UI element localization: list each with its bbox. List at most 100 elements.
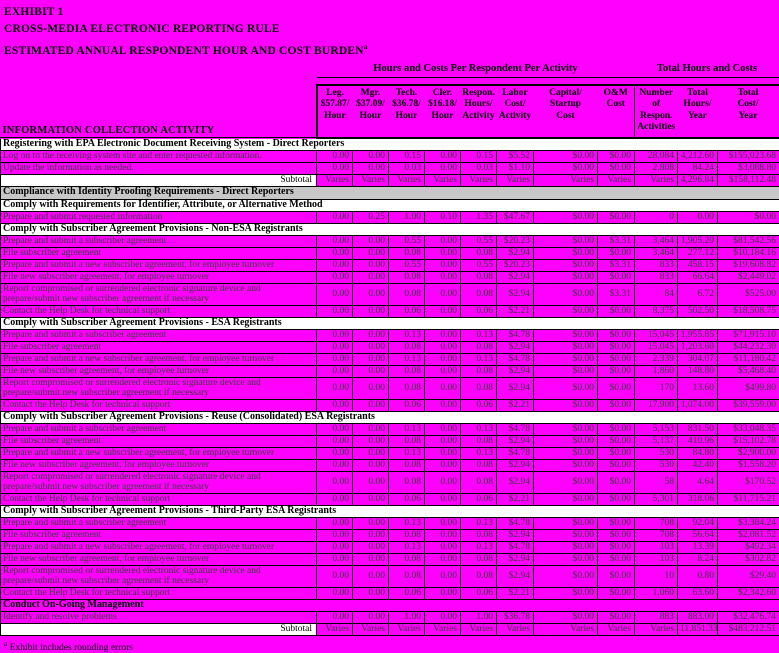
value-cell-total-cost-year: $499.80 bbox=[718, 377, 779, 399]
value-cell-capital-startup-cost: $0.00 bbox=[534, 565, 598, 587]
section-header-row: Registering with EPA Electronic Document… bbox=[1, 138, 779, 151]
value-cell-respon-hours: 0.08 bbox=[461, 247, 497, 259]
value-cell-total-cost-year: $33,048.35 bbox=[718, 423, 779, 435]
value-cell-labor-cost: $4.78 bbox=[497, 541, 534, 553]
table-row: File new subscriber agreement, for emplo… bbox=[1, 553, 779, 565]
value-cell-om-cost: $0.00 bbox=[598, 211, 635, 223]
value-cell-total-hours-year: 63.60 bbox=[678, 587, 718, 599]
activity-label-cell: Identify and resolve problems bbox=[1, 611, 317, 623]
value-cell-leg-rate: 0.00 bbox=[317, 447, 353, 459]
value-cell-respon-hours: 0.08 bbox=[461, 365, 497, 377]
value-cell-total-hours-year: 56.64 bbox=[678, 529, 718, 541]
table-row: Report compromised or surrendered electr… bbox=[1, 471, 779, 493]
value-cell-number-of-activities: 84 bbox=[635, 283, 678, 305]
value-cell-capital-startup-cost: $0.00 bbox=[534, 517, 598, 529]
activity-label-cell: Prepare and submit a new subscriber agre… bbox=[1, 259, 317, 271]
value-cell-leg-rate: 0.00 bbox=[317, 283, 353, 305]
value-cell-respon-hours: 0.08 bbox=[461, 565, 497, 587]
value-cell-labor-cost: $2.21 bbox=[497, 305, 534, 317]
value-cell-capital-startup-cost: $0.00 bbox=[534, 353, 598, 365]
exhibit-subtitle-text: ESTIMATED ANNUAL RESPONDENT HOUR AND COS… bbox=[4, 45, 364, 57]
value-cell-mgr-rate: 0.00 bbox=[353, 459, 389, 471]
value-cell-tech-rate: 0.15 bbox=[389, 150, 425, 162]
value-cell-total-cost-year: $2,081.52 bbox=[718, 529, 779, 541]
value-cell-number-of-activities: Varies bbox=[635, 623, 678, 635]
value-cell-leg-rate: 0.00 bbox=[317, 541, 353, 553]
value-cell-leg-rate: 0.00 bbox=[317, 271, 353, 283]
value-cell-respon-hours: 0.08 bbox=[461, 471, 497, 493]
table-row: Prepare and submit a new subscriber agre… bbox=[1, 353, 779, 365]
value-cell-om-cost: $0.00 bbox=[598, 399, 635, 411]
footnote-text: Exhibit includes rounding errors bbox=[10, 643, 133, 653]
value-cell-number-of-activities: Varies bbox=[635, 174, 678, 186]
value-cell-total-cost-year: $1,558.20 bbox=[718, 459, 779, 471]
value-cell-mgr-rate: 0.00 bbox=[353, 247, 389, 259]
value-cell-cler-rate: 0.00 bbox=[425, 271, 461, 283]
burden-table: Hours and Costs Per Respondent Per Activ… bbox=[0, 63, 779, 636]
group-header-per-activity: Hours and Costs Per Respondent Per Activ… bbox=[317, 63, 635, 78]
value-cell-number-of-activities: 5,301 bbox=[635, 493, 678, 505]
footnote-marker: a bbox=[4, 639, 7, 648]
value-cell-number-of-activities: 530 bbox=[635, 447, 678, 459]
value-cell-respon-hours: 0.08 bbox=[461, 341, 497, 353]
value-cell-number-of-activities: 8,375 bbox=[635, 305, 678, 317]
section-header-row: Comply with Requirements for Identifier,… bbox=[1, 199, 779, 211]
value-cell-cler-rate: Varies bbox=[425, 623, 461, 635]
value-cell-total-hours-year: 148.80 bbox=[678, 365, 718, 377]
value-cell-leg-rate: Varies bbox=[317, 174, 353, 186]
activity-label-cell: File subscriber agreement bbox=[1, 247, 317, 259]
value-cell-number-of-activities: 17,900 bbox=[635, 399, 678, 411]
activity-label-cell: File new subscriber agreement, for emplo… bbox=[1, 271, 317, 283]
value-cell-leg-rate: 0.00 bbox=[317, 259, 353, 271]
value-cell-total-cost-year: $29.40 bbox=[718, 565, 779, 587]
value-cell-respon-hours: 0.13 bbox=[461, 447, 497, 459]
section-header-row: Comply with Subscriber Agreement Provisi… bbox=[1, 505, 779, 517]
exhibit-title-block: EXHIBIT 1 CROSS-MEDIA ELECTRONIC REPORTI… bbox=[0, 0, 779, 62]
group-header-row: Hours and Costs Per Respondent Per Activ… bbox=[1, 63, 779, 78]
activity-label-cell: Prepare and submit a subscriber agreemen… bbox=[1, 329, 317, 341]
value-cell-labor-cost: $2.94 bbox=[497, 377, 534, 399]
value-cell-number-of-activities: 58 bbox=[635, 471, 678, 493]
value-cell-om-cost: $3.31 bbox=[598, 235, 635, 247]
value-cell-capital-startup-cost: $0.00 bbox=[534, 259, 598, 271]
value-cell-om-cost: $0.00 bbox=[598, 341, 635, 353]
value-cell-labor-cost: $2.94 bbox=[497, 565, 534, 587]
value-cell-mgr-rate: 0.00 bbox=[353, 365, 389, 377]
value-cell-mgr-rate: 0.00 bbox=[353, 447, 389, 459]
value-cell-capital-startup-cost: $0.00 bbox=[534, 211, 598, 223]
activity-label-cell: Prepare and submit a new subscriber agre… bbox=[1, 353, 317, 365]
value-cell-total-cost-year: $155,023.68 bbox=[718, 150, 779, 162]
value-cell-number-of-activities: 15,045 bbox=[635, 329, 678, 341]
value-cell-tech-rate: 0.13 bbox=[389, 541, 425, 553]
value-cell-capital-startup-cost: $0.00 bbox=[534, 423, 598, 435]
value-cell-respon-hours: 1.00 bbox=[461, 611, 497, 623]
value-cell-total-hours-year: 883.00 bbox=[678, 611, 718, 623]
value-cell-cler-rate: 0.00 bbox=[425, 517, 461, 529]
value-cell-number-of-activities: 708 bbox=[635, 529, 678, 541]
value-cell-om-cost: $0.00 bbox=[598, 435, 635, 447]
value-cell-labor-cost: $2.21 bbox=[497, 493, 534, 505]
value-cell-total-cost-year: $81,542.56 bbox=[718, 235, 779, 247]
value-cell-number-of-activities: 3,464 bbox=[635, 247, 678, 259]
value-cell-leg-rate: 0.00 bbox=[317, 435, 353, 447]
value-cell-om-cost: $0.00 bbox=[598, 447, 635, 459]
value-cell-labor-cost: $36.78 bbox=[497, 611, 534, 623]
value-cell-labor-cost: $2.94 bbox=[497, 271, 534, 283]
value-cell-om-cost: $0.00 bbox=[598, 471, 635, 493]
table-row: Prepare and submit a new subscriber agre… bbox=[1, 541, 779, 553]
value-cell-labor-cost: $1.10 bbox=[497, 162, 534, 174]
value-cell-total-hours-year: 1,203.60 bbox=[678, 341, 718, 353]
activity-label-cell: File new subscriber agreement, for emplo… bbox=[1, 459, 317, 471]
value-cell-leg-rate: 0.00 bbox=[317, 459, 353, 471]
value-cell-total-cost-year: $18,508.75 bbox=[718, 305, 779, 317]
value-cell-number-of-activities: 883 bbox=[635, 611, 678, 623]
table-row: Prepare and submit a subscriber agreemen… bbox=[1, 329, 779, 341]
value-cell-labor-cost: $4.78 bbox=[497, 353, 534, 365]
value-cell-leg-rate: 0.00 bbox=[317, 423, 353, 435]
value-cell-labor-cost: $2.94 bbox=[497, 459, 534, 471]
value-cell-number-of-activities: 1,860 bbox=[635, 365, 678, 377]
